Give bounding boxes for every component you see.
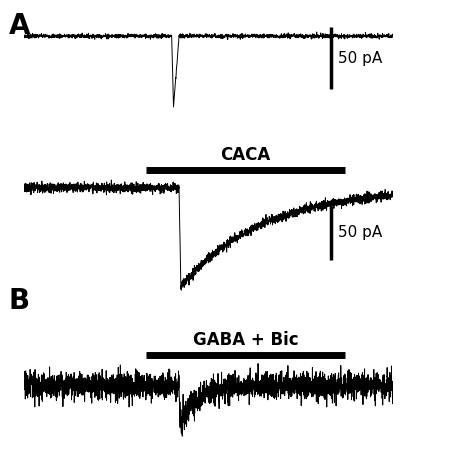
Text: GABA + Bic: GABA + Bic [193,331,298,349]
Text: A: A [9,12,30,40]
Text: 50 pA: 50 pA [338,51,382,65]
Text: 50 pA: 50 pA [338,225,382,240]
Text: B: B [9,287,30,315]
Text: CACA: CACA [220,146,271,164]
